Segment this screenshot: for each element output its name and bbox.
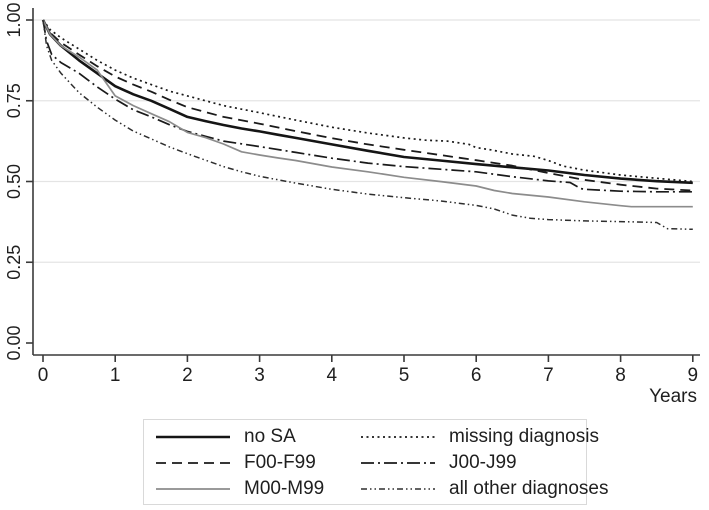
- legend-label-no-sa: no SA: [244, 426, 296, 447]
- x-tick-label-2: 2: [182, 365, 193, 386]
- legend-item-missing-diagnosis: missing diagnosis: [359, 424, 609, 450]
- y-tick-label-0.75: 0.75: [4, 83, 24, 118]
- series-line-f00-f99: [42, 19, 693, 192]
- series-line-j00-j99: [42, 19, 693, 193]
- series-line-all-other-diagnoses: [42, 19, 693, 231]
- series-line-no-sa: [41, 19, 693, 185]
- legend-item-no-sa: no SA: [154, 424, 359, 450]
- legend-item-all-other-diagnoses: all other diagnoses: [359, 476, 609, 502]
- legend-label-missing-diagnosis: missing diagnosis: [449, 426, 599, 447]
- x-tick-label-3: 3: [254, 365, 265, 386]
- x-tick-label-7: 7: [543, 365, 554, 386]
- x-tick-label-8: 8: [615, 365, 626, 386]
- y-tick-label-1.00: 1.00: [4, 2, 24, 37]
- legend-label-all-other-diagnoses: all other diagnoses: [449, 478, 609, 499]
- y-tick-label-0.25: 0.25: [4, 245, 24, 280]
- legend-line-sample-j00-j99: [361, 462, 435, 464]
- x-tick-label-9: 9: [688, 365, 699, 386]
- legend-item-j00-j99: J00-J99: [359, 450, 609, 476]
- x-axis-title: Years: [649, 386, 697, 407]
- legend-label-f00-f99: F00-F99: [244, 452, 316, 473]
- x-tick-label-4: 4: [327, 365, 338, 386]
- y-tick-label-0.00: 0.00: [4, 325, 24, 360]
- series-line-m00-m99: [42, 19, 693, 208]
- legend-line-sample-m00-m99: [156, 488, 230, 490]
- legend-line-sample-missing-diagnosis: [361, 436, 435, 438]
- legend-line-sample-no-sa: [156, 435, 230, 439]
- legend-line-sample-all-other-diagnoses: [361, 488, 435, 490]
- legend-line-sample-f00-f99: [156, 462, 230, 464]
- x-tick-label-6: 6: [471, 365, 482, 386]
- x-tick-label-1: 1: [110, 365, 121, 386]
- x-tick-label-5: 5: [399, 365, 410, 386]
- legend-label-m00-m99: M00-M99: [244, 478, 325, 499]
- legend-label-j00-j99: J00-J99: [449, 452, 517, 473]
- legend-item-f00-f99: F00-F99: [154, 450, 359, 476]
- y-tick-label-0.50: 0.50: [4, 164, 24, 199]
- legend-item-m00-m99: M00-M99: [154, 476, 359, 502]
- legend-box: no SA missing diagnosis F00-F99 J00-J99 M00-…: [143, 419, 609, 505]
- x-tick-label-0: 0: [38, 365, 49, 386]
